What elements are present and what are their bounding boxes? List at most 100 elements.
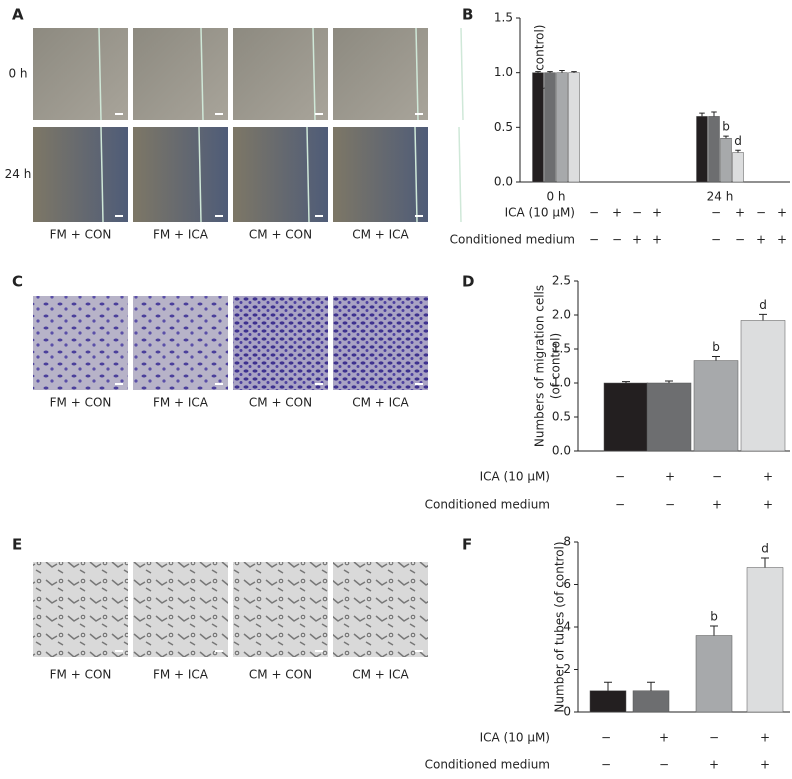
significance-label: d [761,541,769,555]
micrograph [33,127,128,222]
scratch-edge [98,27,102,121]
error-bar [535,71,541,73]
y-tick-label: 0.0 [552,444,571,458]
bar [646,382,692,452]
condition-sign: − [665,498,675,512]
condition-sign: − [632,206,642,220]
caption: CM + CON [249,396,312,410]
condition-label: Conditioned medium [450,233,575,247]
y-tick-label: 4 [563,620,571,634]
error-bar [559,69,565,73]
y-axis-label: (of control) [549,333,563,399]
error-bar [710,625,718,636]
scratch-edge [306,126,310,223]
caption: CM + ICA [352,668,409,682]
bar [589,690,627,713]
scratch-edge [100,126,104,223]
panel-label: E [12,536,22,554]
significance-label: b [722,120,730,134]
panel-label: D [462,273,474,291]
x-tick-label: 24 h [707,190,734,204]
bar [696,116,708,183]
significance-label: b [710,609,718,623]
bar [693,360,739,452]
y-axis-label: Number of tubes (of control) [553,541,567,712]
condition-sign: + [612,206,622,220]
y-tick-label: 0 [563,705,571,719]
condition-sign: − [601,758,611,772]
condition-sign: − [659,758,669,772]
error-bar [547,71,553,73]
micrograph [233,127,328,222]
error-bar [622,381,630,383]
condition-label: ICA (10 μM) [480,470,550,484]
micrograph [233,296,328,390]
condition-sign: + [709,758,719,772]
condition-sign: − [615,470,625,484]
micrograph [233,562,328,657]
y-tick-label: 0.0 [494,175,513,189]
bar [695,635,733,713]
y-tick-label: 6 [563,577,571,591]
significance-label: d [734,134,742,148]
condition-label: Conditioned medium [425,758,550,772]
micrograph [133,562,228,657]
caption: CM + ICA [352,228,409,242]
bar-chart: B0.00.51.01.5Width of area (of control)b… [450,6,790,247]
error-bar [665,380,673,383]
error-bar [735,149,741,153]
condition-sign: + [763,498,773,512]
y-tick-label: 1.5 [552,342,571,356]
caption: CM + CON [249,668,312,682]
panel-label: C [12,273,23,291]
bar [720,138,732,183]
micrograph [333,127,428,222]
y-tick-label: 2 [563,662,571,676]
error-bar [647,681,655,691]
condition-sign: − [615,498,625,512]
condition-sign: + [659,731,669,745]
condition-sign: + [652,206,662,220]
y-tick-label: 0.5 [494,120,513,134]
panel-label: A [12,6,24,24]
panel-label: B [462,6,473,24]
caption: FM + ICA [153,396,209,410]
bar [708,116,720,183]
bar [732,152,744,183]
caption: CM + CON [249,228,312,242]
significance-label: b [712,340,720,354]
error-bar [604,681,612,691]
bar [556,72,568,183]
caption: FM + ICA [153,668,209,682]
significance-label: d [759,298,767,312]
micrograph [133,127,228,222]
condition-sign: + [760,731,770,745]
error-bar [712,355,720,361]
micrograph [33,562,128,657]
condition-sign: − [712,470,722,484]
condition-sign: + [632,233,642,247]
scratch-edge [198,126,202,223]
caption: FM + CON [50,668,112,682]
condition-sign: − [756,206,766,220]
micrograph [133,296,228,390]
condition-sign: + [763,470,773,484]
condition-sign: − [709,731,719,745]
scratch-edge [414,126,418,223]
condition-label: ICA (10 μM) [505,206,575,220]
condition-sign: + [665,470,675,484]
caption: CM + ICA [352,396,409,410]
error-bar [723,135,729,139]
condition-label: Conditioned medium [425,498,550,512]
scratch-edge [312,27,316,121]
condition-sign: − [735,233,745,247]
condition-sign: + [756,233,766,247]
scratch-edge [460,27,464,121]
y-tick-label: 1.0 [494,65,513,79]
error-bar [759,313,767,321]
y-tick-label: 8 [563,535,571,549]
condition-sign: + [652,233,662,247]
